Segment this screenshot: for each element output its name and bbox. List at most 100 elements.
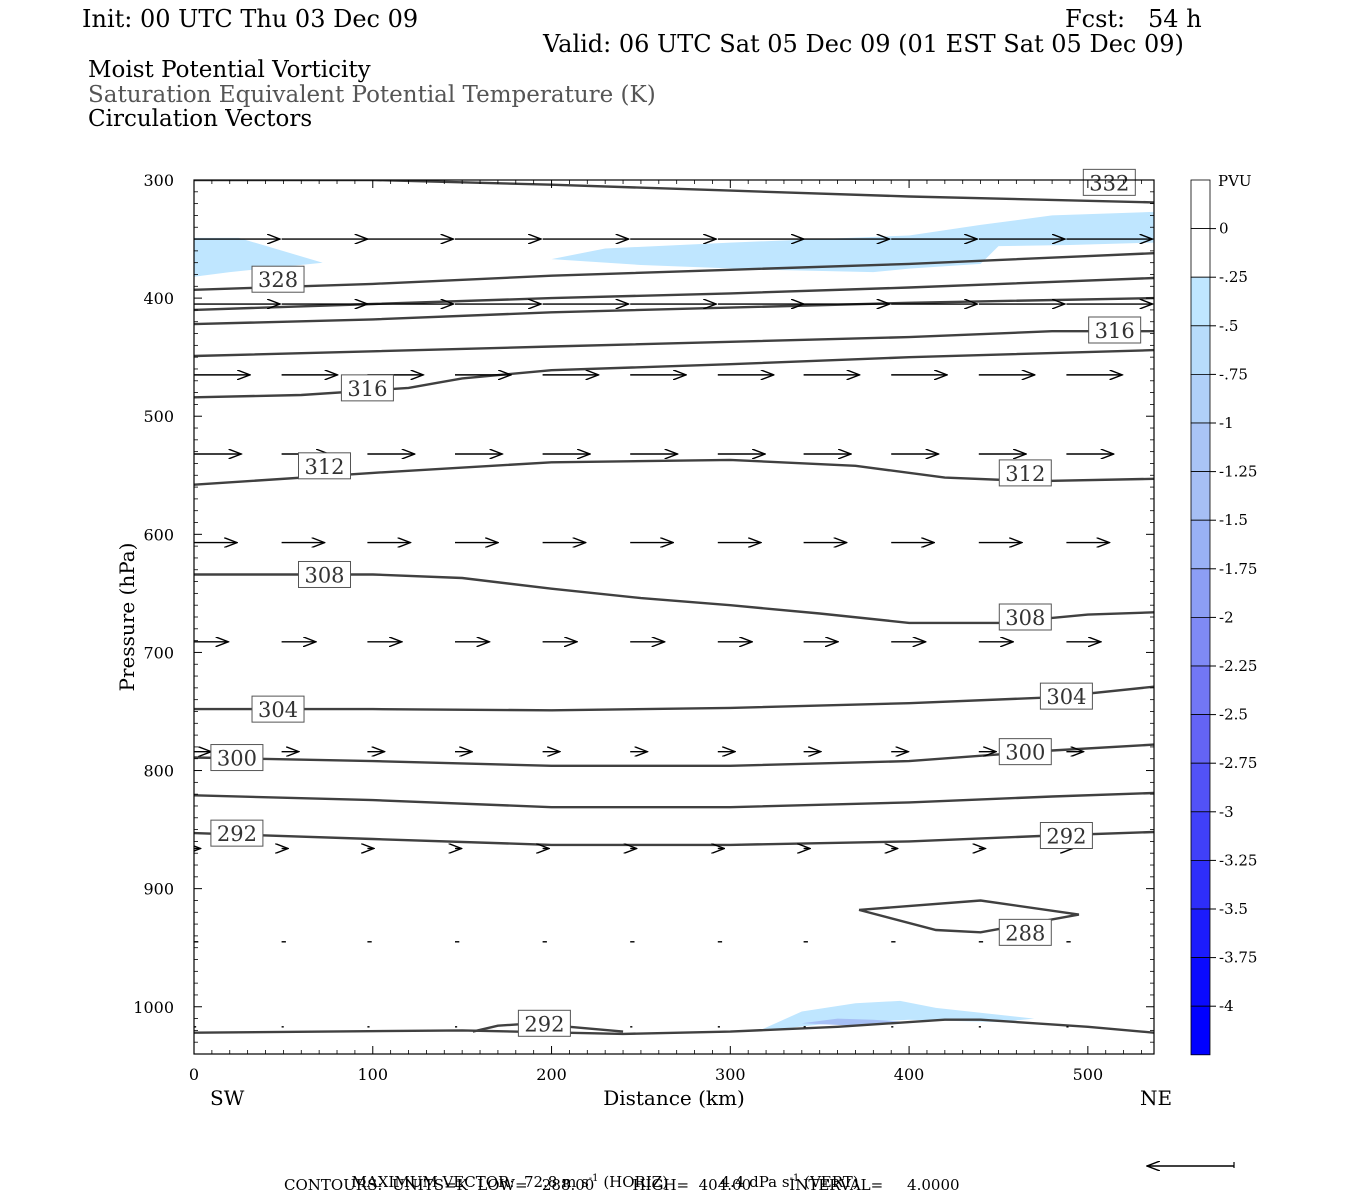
contour-label-text: 316 [347, 377, 387, 401]
max-horiz-tag: (HORIZ) [603, 1173, 669, 1191]
contour-label-text: 316 [1095, 319, 1135, 343]
x-tick-label: 100 [357, 1065, 388, 1084]
contour-label: 292 [1039, 822, 1093, 849]
contour-label-text: 308 [1005, 606, 1045, 630]
colorbar-swatch [1190, 373, 1211, 424]
theta-es-contour [194, 180, 1154, 204]
contour-label: 300 [210, 744, 264, 772]
circulation-vectors [194, 239, 1152, 1028]
field-title-mpv: Moist Potential Vorticity [88, 57, 371, 83]
x-tick-label: 300 [715, 1065, 746, 1084]
contour-label: 292 [210, 819, 264, 847]
colorbar-label: -2.75 [1219, 754, 1257, 772]
x-axis-title: Distance (km) [603, 1086, 745, 1110]
y-axis-title: Pressure (hPa) [115, 543, 139, 692]
contour-label: 304 [1039, 682, 1093, 710]
max-vert-exp: -1 [789, 1173, 800, 1184]
theta-es-contour [194, 276, 1154, 312]
colorbar-swatch [1190, 1005, 1211, 1056]
contour-label-box [298, 560, 352, 588]
colorbar-swatch [1190, 617, 1211, 667]
contour-label-box [517, 1009, 571, 1037]
mpv-region [801, 1018, 910, 1026]
axes: 300 400 500 600 700 800 900 1000 0 100 200 300 400 50… [133, 171, 1154, 1084]
reference-vector [1147, 1162, 1235, 1168]
colorbar-swatch [1190, 811, 1211, 861]
contour-label: 308 [298, 560, 352, 588]
contour-label: 288 [998, 918, 1052, 946]
contours-info: CONTOURS: UNITS=K LOW= 288.00 HIGH= 404.… [284, 1176, 960, 1194]
colorbar-label: -1.5 [1219, 511, 1248, 529]
contour-label-text: 304 [258, 698, 298, 722]
contour-label-box [998, 738, 1052, 766]
contour-labels: 332 328 316 316 312 312 308 308 304 304 300 300 292 2… [210, 168, 1142, 1037]
colorbar: 0 -.25 -.5 -.75 -1 -1.25 -1.5 -1.75 -2 -2.25 -2.5 -… [1190, 179, 1257, 1056]
colorbar-swatch [1190, 665, 1211, 715]
max-vector-line: MAXIMUM VECTOR: 72.8 m s-1 (HORIZ) 4.4 d… [342, 1159, 859, 1190]
x-right-label: NE [1140, 1086, 1172, 1110]
theta-es-contour [194, 830, 1154, 847]
colorbar-label: -.75 [1219, 365, 1248, 383]
colorbar-title: PVU [1218, 172, 1252, 190]
colorbar-label: -2 [1219, 608, 1234, 626]
contour-label-box [998, 918, 1052, 946]
max-vert-tag: (VERT) [804, 1173, 859, 1191]
contour-label-box [1082, 168, 1136, 196]
mpv-shading [194, 211, 1154, 1032]
theta-es-contour [194, 791, 1154, 809]
contour-label-text: 292 [1046, 825, 1086, 849]
colorbar-label: -3.25 [1219, 851, 1257, 869]
mpv-region [194, 237, 323, 277]
contour-label-box [1039, 822, 1093, 849]
contour-label-text: 292 [217, 822, 257, 846]
theta-es-contour [194, 330, 1154, 358]
y-tick-label: 700 [143, 643, 174, 662]
contour-label: 316 [1088, 316, 1142, 344]
colorbar-label: -1.25 [1219, 463, 1257, 481]
colorbar-swatch [1190, 957, 1211, 1007]
max-vert-value: 4.4 dPa s [720, 1173, 790, 1191]
mpv-region [757, 1000, 1035, 1032]
contour-label: 312 [298, 452, 352, 480]
mpv-region [551, 211, 1154, 273]
contour-label-text: 312 [1005, 462, 1045, 486]
field-title-theta-es: Saturation Equivalent Potential Temperat… [88, 82, 656, 108]
contour-label: 316 [340, 374, 394, 402]
x-tick-label: 500 [1073, 1065, 1104, 1084]
colorbar-label: -2.5 [1219, 706, 1248, 724]
colorbar-swatch [1190, 325, 1211, 375]
contour-label-box [210, 819, 264, 847]
theta-es-contour [194, 348, 1154, 399]
contour-label-text: 300 [217, 747, 257, 771]
contour-label-text: 328 [258, 268, 298, 292]
colorbar-label: -1 [1219, 414, 1234, 432]
contour-label-box [1088, 316, 1142, 344]
x-tick-label: 0 [189, 1065, 199, 1084]
contour-label-box [251, 265, 305, 293]
colorbar-label: -3.75 [1219, 949, 1257, 967]
max-horiz-exp: -1 [588, 1173, 599, 1184]
colorbar-swatch [1190, 762, 1211, 813]
x-tick-label: 200 [536, 1065, 567, 1084]
y-tick-label: 300 [143, 171, 174, 190]
contour-label: 312 [998, 459, 1052, 487]
colorbar-swatch [1190, 714, 1211, 764]
contour-label: 292 [517, 1009, 571, 1037]
contour-label-text: 292 [524, 1012, 564, 1036]
contour-label: 332 [1082, 168, 1136, 196]
x-left-label: SW [210, 1086, 245, 1110]
colorbar-swatch [1190, 228, 1211, 278]
colorbar-label: 0 [1219, 220, 1229, 238]
contour-label-text: 332 [1089, 171, 1129, 195]
contour-label-text: 300 [1005, 741, 1045, 765]
theta-es-contour [194, 685, 1154, 712]
colorbar-swatch [1190, 568, 1211, 618]
contour-label-box [251, 695, 305, 723]
colorbar-label: -1.75 [1219, 560, 1257, 578]
y-tick-label: 800 [143, 762, 174, 781]
contour-label-box [298, 452, 352, 480]
contour-label: 308 [998, 603, 1052, 631]
colorbar-swatch [1190, 179, 1211, 229]
contour-label-box [1039, 682, 1093, 710]
